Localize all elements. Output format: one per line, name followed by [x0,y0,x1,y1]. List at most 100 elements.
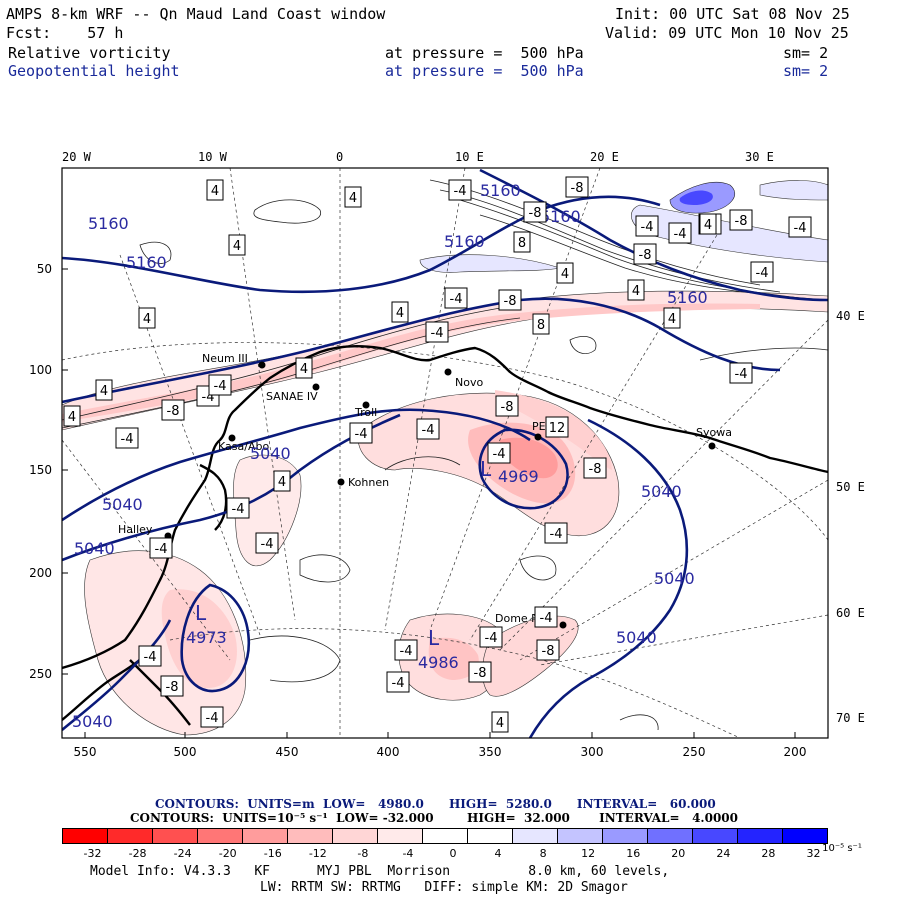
colorbar-cell [513,829,558,843]
vorticity-label: -8 [501,400,514,415]
vorticity-label-box [495,395,519,417]
station-kohnen-dot [337,478,345,486]
vorticity-label-box [63,405,81,427]
vorticity-label: 4 [396,306,404,321]
station-pe-dot [534,433,542,441]
station-troll-dot [362,401,370,409]
lon-label-right: 70 E [836,711,865,725]
colorbar-tick-label: -4 [402,847,414,860]
x-tick-label: 200 [784,745,807,759]
vorticity-label-box [416,418,440,440]
station-domefuji-dot [559,621,567,629]
vorticity-label-box [95,379,113,401]
vorticity-label-box [788,216,812,238]
colorbar-tick-label: 0 [449,847,457,860]
low-marker: L [428,626,440,650]
height-label: 5040 [641,482,682,501]
vorticity-label: 8 [518,236,526,251]
height-label: 5160 [540,207,581,226]
colorbar-cell [288,829,333,843]
colorbar-tick-label: -28 [128,847,147,860]
vorticity-label: -4 [454,184,467,199]
station-label: Halley [118,523,153,536]
colorbar-tick-label: 12 [581,847,596,860]
height-contour-info: CONTOURS: UNITS=m LOW= 4980.0 HIGH= 5280… [155,797,716,811]
vorticity-label: 4 [211,184,219,199]
lon-label-top: 10 E [455,150,484,164]
vorticity-label: 4 [100,384,108,399]
vorticity-label-box [627,279,645,301]
station-label: PE [532,420,546,433]
colorbar-cell [558,829,603,843]
init-time: Init: 00 UTC Sat 08 Nov 25 [615,5,850,23]
colorbar-cell [603,829,648,843]
colorbar-unit: 10⁻⁵ s⁻¹ [822,843,862,854]
vorticity-label: -4 [261,537,274,552]
field1-smoothing: sm= 2 [783,44,829,62]
y-tick-label: 200 [29,566,52,580]
lon-label-right: 50 E [836,480,865,494]
vorticity-label: -4 [422,423,435,438]
vorticity-label-box [468,661,492,683]
vorticity-label: -8 [589,462,602,477]
x-tick-label: 250 [683,745,706,759]
vorticity-label-box [394,639,418,661]
vorticity-label: -8 [167,404,180,419]
station-label: Kasa/Abo [218,440,269,453]
colorbar-cell [738,829,783,843]
vorticity-label-box [386,671,410,693]
low-marker: L [195,601,207,625]
station-label: Novo [455,376,483,389]
lon-label-right: 60 E [836,606,865,620]
vorticity-label-box [668,222,692,244]
colorbar-cell [153,829,198,843]
station-label: Troll [354,406,377,419]
lon-label-right: 40 E [836,309,865,323]
vorticity-label-box [545,416,569,438]
colorbar-tick-label: 20 [671,847,686,860]
x-tick-label: 450 [276,745,299,759]
vorticity-label: 4 [68,410,76,425]
vorticity-label-box [513,231,531,253]
lon-label-top: 10 W [198,150,228,164]
vorticity-label-box [448,179,472,201]
height-label: 5160 [667,288,708,307]
colorbar-cell [648,829,693,843]
vorticity-label-box [633,243,657,265]
vorticity-label: -4 [144,650,157,665]
y-tick-label: 100 [29,363,52,377]
map-title: AMPS 8-km WRF -- Qn Maud Land Coast wind… [6,5,386,23]
height-label: 5160 [480,181,521,200]
vorticity-label: -4 [206,711,219,726]
vorticity-label-box [391,301,409,323]
model-info-line1: Model Info: V4.3.3 KF MYJ PBL Morrison 8… [90,864,670,879]
height-label: 5040 [72,712,113,731]
height-label: 5160 [88,214,129,233]
vorticity-label: -4 [392,676,405,691]
colorbar-tick-label: 4 [494,847,502,860]
map-frame [61,167,829,739]
height-label: 5040 [74,539,115,558]
vorticity-label-box [663,307,681,329]
height-label: 5040 [250,444,291,463]
lon-label-top: 20 E [590,150,619,164]
vorticity-label-box [523,201,547,223]
vorticity-label: -8 [166,680,179,695]
vorticity-label-box [206,179,224,201]
station-label: Kohnen [348,476,389,489]
vorticity-label: -4 [540,611,553,626]
vorticity-label-box [534,606,558,628]
colorbar-cell [423,829,468,843]
map-content: Neum III SANAE IV Troll Novo PE Syowa Ka… [62,168,828,738]
vorticity-contour-info: CONTOURS: UNITS=10⁻⁵ s⁻¹ LOW= -32.000 HI… [130,811,738,825]
x-tick-label: 350 [479,745,502,759]
station-neum-dot [258,361,266,369]
vorticity-label-box [425,321,449,343]
vorticity-label: -4 [232,502,245,517]
station-label: Neum III [202,352,248,365]
vorticity-label-box [699,213,717,235]
model-info-line2: LW: RRTM SW: RRTMG DIFF: simple KM: 2D S… [260,880,628,895]
positive-vorticity-shading [419,180,828,273]
colorbar-cell [468,829,513,843]
